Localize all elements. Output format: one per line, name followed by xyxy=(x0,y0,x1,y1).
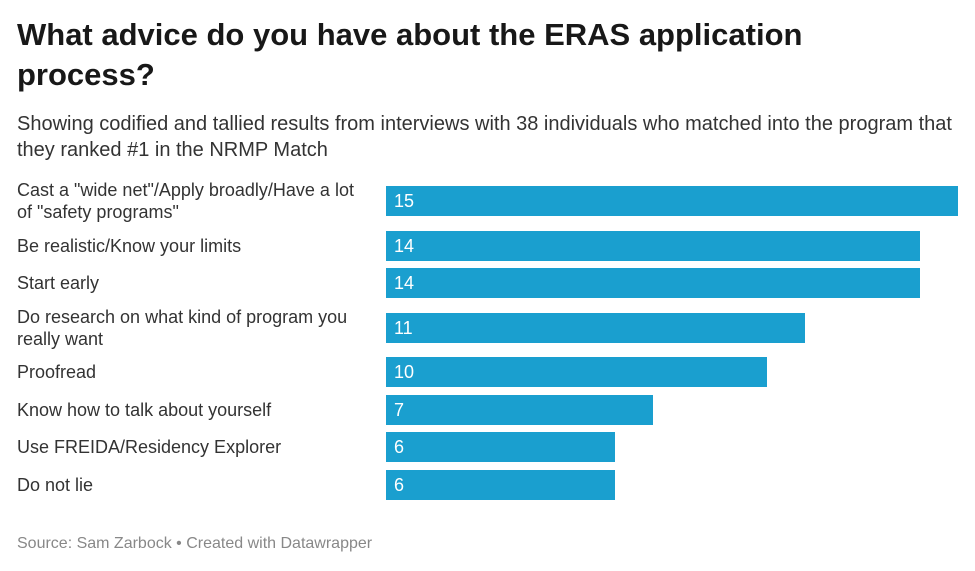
value-label: 14 xyxy=(394,273,415,293)
bar-track: 10 xyxy=(386,357,958,387)
bar-row: Use FREIDA/Residency Explorer 6 xyxy=(17,432,958,462)
bar xyxy=(386,432,615,462)
bar xyxy=(386,469,615,500)
bar-row: Do research on what kind of program you … xyxy=(17,306,958,350)
category-label: Be realistic/Know your limits xyxy=(17,235,242,256)
value-label: 15 xyxy=(394,191,415,211)
bar-row: Proofread 10 xyxy=(17,357,958,387)
value-label: 11 xyxy=(394,317,413,338)
category-label: Start early xyxy=(17,273,100,293)
bar-row: Cast a "wide net"/Apply broadly/Have a l… xyxy=(17,179,958,223)
value-label: 14 xyxy=(394,235,415,256)
bar xyxy=(386,186,958,216)
bar-track: 6 xyxy=(386,432,958,462)
value-label: 6 xyxy=(394,437,405,457)
value-label: 6 xyxy=(394,474,405,495)
category-label: Use FREIDA/Residency Explorer xyxy=(17,437,282,457)
category-label: Do not lie xyxy=(17,474,94,495)
bar xyxy=(386,230,920,261)
bar-track: 11 xyxy=(386,312,958,343)
bar-track: 14 xyxy=(386,268,958,298)
plot-area: Cast a "wide net"/Apply broadly/Have a l… xyxy=(17,179,958,500)
bar-row: Know how to talk about yourself 7 xyxy=(17,394,958,425)
chart-title: What advice do you have about the ERAS a… xyxy=(17,17,803,92)
bar xyxy=(386,312,806,343)
category-label: Know how to talk about yourself xyxy=(17,399,272,420)
bar-row: Be realistic/Know your limits 14 xyxy=(17,230,958,261)
bar xyxy=(386,394,653,425)
category-label: Do research on what kind of program you … xyxy=(17,306,348,349)
chart-subtitle: Showing codified and tallied results fro… xyxy=(17,113,952,161)
bar-track: 14 xyxy=(386,230,958,261)
bar-track: 15 xyxy=(386,186,958,216)
footer: Source: Sam Zarbock • Created with Dataw… xyxy=(17,535,373,552)
bar xyxy=(386,357,768,387)
bar-row: Do not lie 6 xyxy=(17,469,958,500)
bar-track: 6 xyxy=(386,469,958,500)
category-label: Cast a "wide net"/Apply broadly/Have a l… xyxy=(17,180,354,222)
bar xyxy=(386,268,920,298)
category-label: Proofread xyxy=(17,362,97,382)
bar-row: Start early 14 xyxy=(17,268,958,298)
bar-track: 7 xyxy=(386,394,958,425)
value-label: 10 xyxy=(394,362,415,382)
value-label: 7 xyxy=(394,399,405,420)
